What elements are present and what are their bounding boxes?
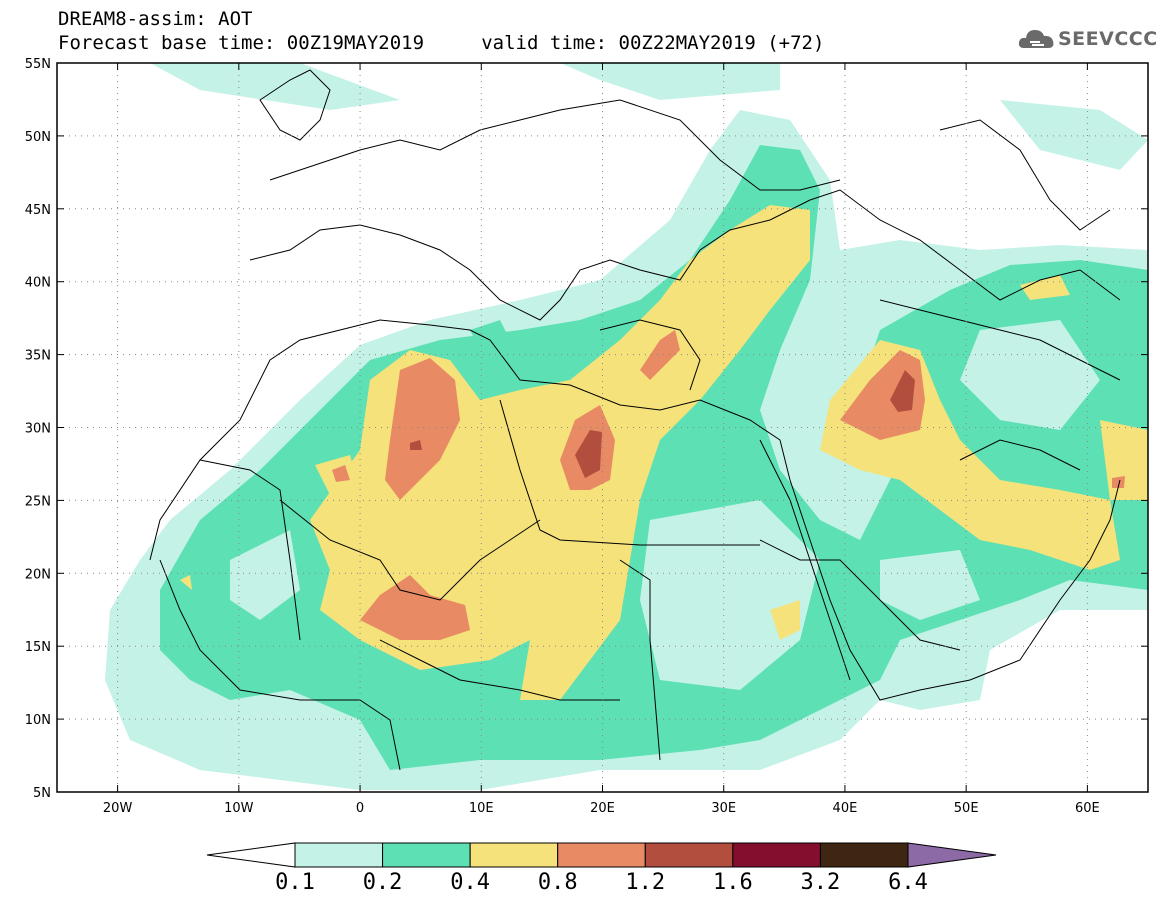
lon-label: 10E	[469, 801, 494, 816]
map-title: DREAM8-assim: AOT	[58, 8, 253, 30]
colorbar-label: 1.6	[713, 870, 753, 895]
lon-label: 20E	[590, 801, 615, 816]
lon-label: 20W	[103, 801, 133, 816]
colorbar-label: 0.1	[275, 870, 315, 895]
lon-label: 0	[356, 801, 364, 816]
lat-label: 45N	[25, 203, 51, 218]
aot-field	[57, 63, 1148, 792]
colorbar-label: 0.8	[538, 870, 578, 895]
lon-label: 50E	[954, 801, 979, 816]
colorbar-under-triangle	[206, 842, 296, 868]
lon-label: 10W	[224, 801, 254, 816]
seevccc-logo: SEEVCCC	[1018, 24, 1158, 54]
colorbar-box	[644, 842, 734, 868]
colorbar: 0.1 0.2 0.4 0.8 1.2 1.6 3.2 6.4	[206, 842, 997, 895]
lat-label: 35N	[25, 349, 51, 364]
lon-label: 60E	[1075, 801, 1100, 816]
lat-label: 30N	[25, 422, 51, 437]
aot-level-0.8	[385, 358, 460, 500]
colorbar-box	[557, 842, 646, 868]
aot-level-1.2	[575, 430, 602, 478]
aot-level-0.4	[310, 205, 810, 700]
colorbar-label: 3.2	[801, 870, 841, 895]
lat-label: 55N	[25, 57, 51, 72]
lat-label: 20N	[25, 567, 51, 582]
colorbar-label: 0.2	[363, 870, 403, 895]
colorbar-over-triangle	[907, 842, 997, 868]
axis-ticks	[57, 62, 1148, 793]
lat-label: 50N	[25, 130, 51, 145]
lat-label: 15N	[25, 640, 51, 655]
colorbar-box	[469, 842, 559, 868]
lon-label: 30E	[711, 801, 736, 816]
lat-label: 40N	[25, 276, 51, 291]
colorbar-box	[294, 842, 384, 868]
colorbar-box	[732, 842, 821, 868]
colorbar-label: 0.4	[450, 870, 490, 895]
lat-label: 5N	[33, 786, 51, 801]
colorbar-box	[382, 842, 471, 868]
colorbar-label: 6.4	[888, 870, 928, 895]
colorbar-label: 1.2	[625, 870, 665, 895]
longitude-labels: 20W 10W 0 10E 20E 30E 40E 50E 60E	[103, 801, 1100, 816]
lon-label: 40E	[833, 801, 858, 816]
lat-label: 25N	[25, 494, 51, 509]
colorbar-box	[819, 842, 909, 868]
forecast-times: Forecast base time: 00Z19MAY2019 valid t…	[58, 32, 825, 54]
coastlines	[149, 69, 1121, 771]
cloud-icon	[1018, 30, 1054, 48]
logo-text: SEEVCCC	[1058, 28, 1158, 50]
lat-label: 10N	[25, 713, 51, 728]
latitude-labels: 55N 50N 45N 40N 35N 30N 25N 20N 15N 10N 5N	[25, 57, 51, 801]
